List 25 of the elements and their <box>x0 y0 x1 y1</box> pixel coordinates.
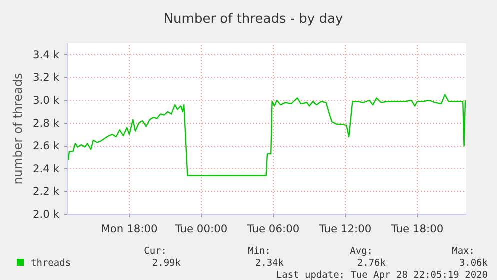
x-tick-label: Tue 18:00 <box>390 222 444 236</box>
chart-title: Number of threads - by day <box>5 5 497 30</box>
x-tick-label: Mon 18:00 <box>101 222 158 236</box>
y-tick-label: 2.0 k <box>32 208 60 221</box>
text: 2.76k <box>357 257 386 271</box>
text: Last update: Tue Apr 28 22:05:19 2020 <box>276 269 488 280</box>
y-tick-label: 2.4 k <box>32 162 60 176</box>
legend-label: threads <box>31 257 72 271</box>
text: 2.34k <box>255 257 284 271</box>
x-tick-label: Tue 12:00 <box>318 222 372 236</box>
y-tick-label: 2.8 k <box>32 116 60 130</box>
y-tick-label: 2.2 k <box>32 185 60 198</box>
text: Avg: <box>350 245 373 258</box>
text: 3.06k <box>459 257 488 271</box>
x-tick-label: Tue 06:00 <box>246 222 300 236</box>
x-tick-label: Tue 00:00 <box>174 222 228 236</box>
text: Min: <box>248 245 271 258</box>
y-tick-label: 3.4 k <box>32 48 60 62</box>
y-tick-label: 3.2 k <box>32 71 60 84</box>
text: 2.99k <box>152 257 181 271</box>
y-tick-label: 3.0 k <box>32 94 60 107</box>
y-axis-title: number of threads <box>10 73 25 185</box>
text: Cur: <box>144 245 167 258</box>
y-tick-label: 2.6 k <box>32 140 60 153</box>
text: Max: <box>452 245 475 258</box>
